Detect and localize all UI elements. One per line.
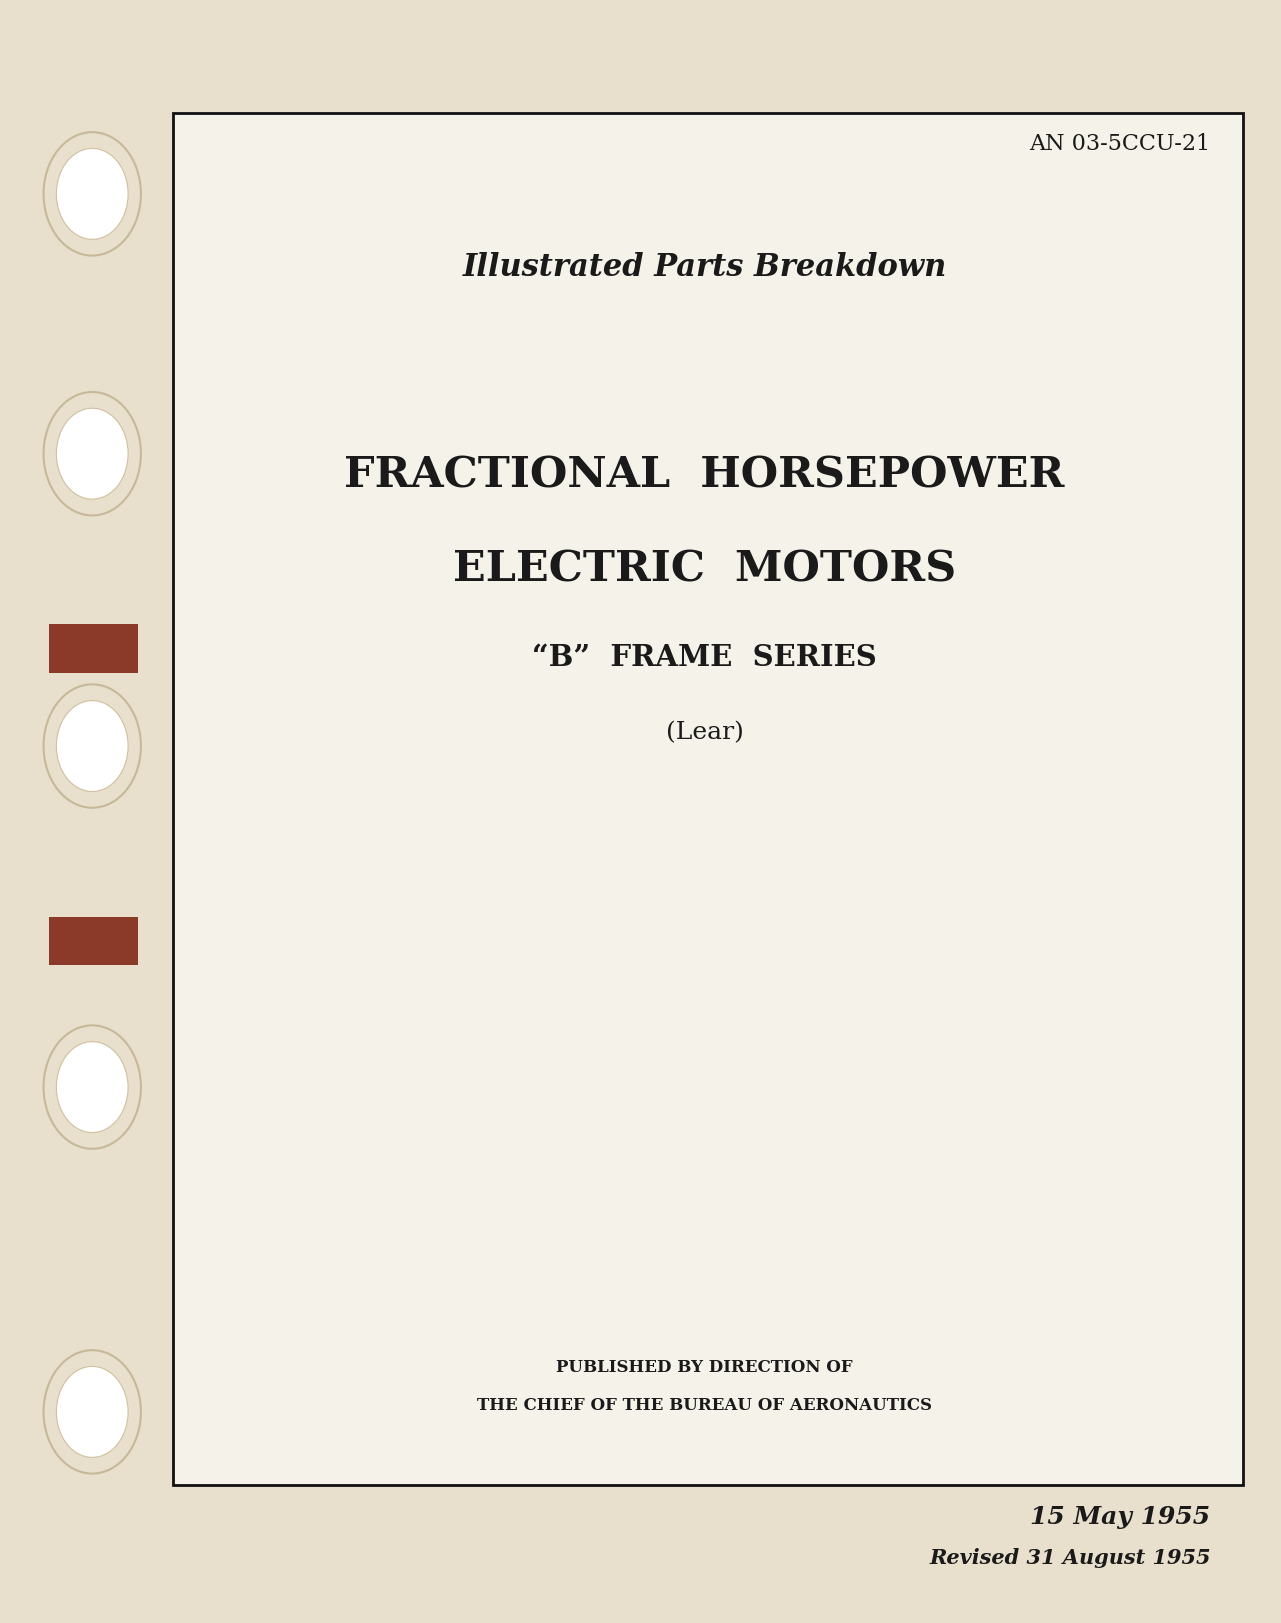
Text: Revised 31 August 1955: Revised 31 August 1955 [929, 1547, 1211, 1566]
Circle shape [44, 685, 141, 808]
Text: “B”  FRAME  SERIES: “B” FRAME SERIES [532, 643, 877, 672]
Circle shape [44, 133, 141, 256]
Circle shape [44, 1350, 141, 1474]
Text: PUBLISHED BY DIRECTION OF: PUBLISHED BY DIRECTION OF [556, 1358, 853, 1375]
Text: AN 03-5CCU-21: AN 03-5CCU-21 [1030, 133, 1211, 156]
Text: FRACTIONAL  HORSEPOWER: FRACTIONAL HORSEPOWER [345, 454, 1065, 497]
FancyBboxPatch shape [173, 114, 1243, 1485]
Circle shape [56, 409, 128, 500]
Circle shape [44, 393, 141, 516]
Text: 15 May 1955: 15 May 1955 [1030, 1505, 1211, 1529]
Circle shape [56, 1367, 128, 1457]
Text: ELECTRIC  MOTORS: ELECTRIC MOTORS [453, 549, 956, 591]
Bar [49, 625, 138, 674]
Text: (Lear): (Lear) [666, 721, 743, 743]
Circle shape [56, 701, 128, 792]
Text: THE CHIEF OF THE BUREAU OF AERONAUTICS: THE CHIEF OF THE BUREAU OF AERONAUTICS [477, 1396, 933, 1412]
Circle shape [56, 149, 128, 240]
Circle shape [56, 1042, 128, 1133]
Bar [49, 917, 138, 966]
Circle shape [44, 1026, 141, 1149]
Text: Illustrated Parts Breakdown: Illustrated Parts Breakdown [462, 252, 947, 282]
